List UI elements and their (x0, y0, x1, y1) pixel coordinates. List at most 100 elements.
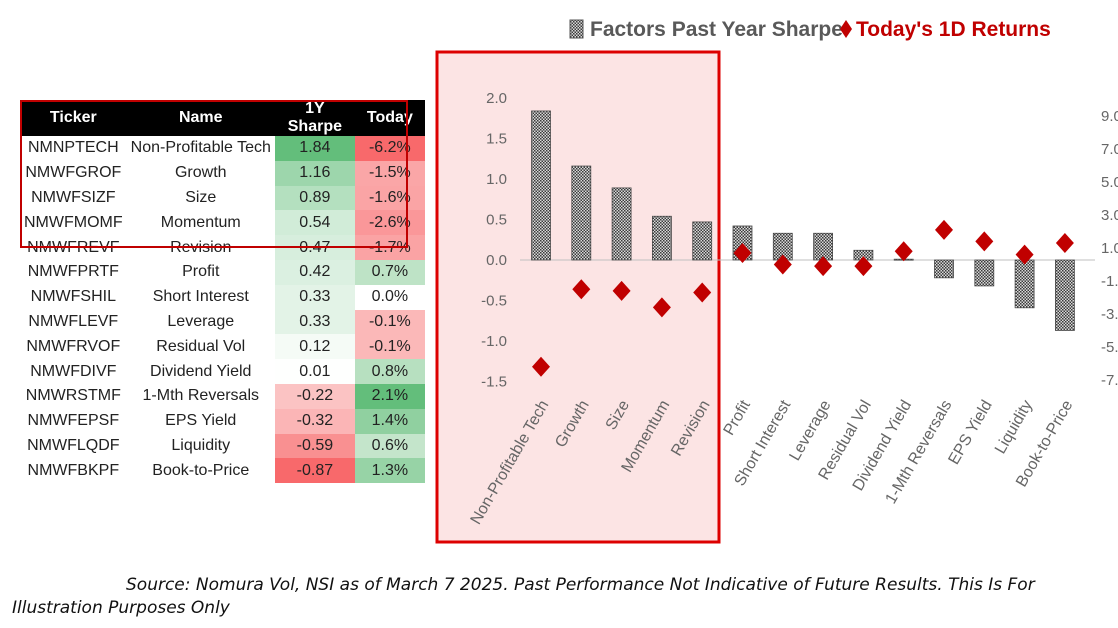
return-diamond (894, 241, 913, 262)
sharpe-bar (1014, 259, 1035, 309)
cell-ticker: NMWFDIVF (30, 362, 117, 380)
cell-ticker: NMWFSHIL (30, 288, 116, 306)
sharpe-bar (813, 232, 833, 261)
sharpe-bar (692, 221, 713, 261)
table-row: NMWFPRTF Profit 0.42 0.7% (20, 259, 425, 285)
table-row: NMNPTECH Non-Profitable Tech 1.84 -6.2% (20, 136, 425, 161)
sharpe-bars (531, 110, 1075, 331)
cell-sharpe: 0.01 (274, 359, 355, 384)
right-tick-label: 1.0 (1101, 240, 1118, 257)
cell-sharpe: 1.84 (274, 136, 355, 161)
return-diamond (975, 231, 994, 252)
cell-sharpe: -0.87 (274, 458, 355, 484)
cell-sharpe: -0.59 (274, 433, 355, 459)
return-diamond (773, 254, 792, 275)
cell-name: Residual Vol (156, 337, 246, 355)
right-tick-label: -5.0 (1101, 339, 1118, 356)
cell-name: Liquidity (171, 436, 231, 454)
table-row: NMWFGROF Growth 1.16 -1.5% (20, 160, 425, 186)
left-tick-label: -1.0 (481, 333, 507, 350)
table-body: NMNPTECH Non-Profitable Tech 1.84 -6.2% NMWF… (20, 136, 425, 484)
left-tick-label: -0.5 (481, 293, 507, 310)
right-tick-label: 7.0 (1101, 141, 1118, 158)
table-row: NMWRSTMF 1-Mth Reversals -0.22 2.1% (20, 383, 425, 409)
left-tick-label: 0.0 (486, 252, 507, 269)
table-row: NMWFEPSF EPS Yield -0.32 1.4% (20, 408, 425, 434)
table-header-row: Ticker Name 1Y Sharpe Today (20, 100, 425, 136)
return-diamond (1055, 233, 1074, 254)
right-tick-label: -3.0 (1101, 306, 1118, 323)
sharpe-bar (611, 187, 632, 261)
table-row: NMWFRVOF Residual Vol 0.12 -0.1% (20, 334, 425, 360)
cell-today: 1.4% (354, 408, 425, 434)
legend-diamond-icon (840, 20, 852, 38)
sharpe-bar (934, 259, 954, 279)
source-note-line1: Source: Nomura Vol, NSI as of March 7 20… (126, 575, 1035, 595)
cell-sharpe: 0.33 (274, 309, 355, 335)
cell-name: EPS Yield (165, 412, 237, 430)
header-sharpe: 1Y Sharpe (274, 100, 355, 136)
return-diamond (572, 279, 591, 300)
right-tick-label: 9.0 (1101, 108, 1118, 125)
category-label: Profit (721, 397, 755, 438)
table-row: NMWFLQDF Liquidity -0.59 0.6% (20, 433, 425, 459)
return-diamond (935, 219, 953, 240)
left-tick-label: 1.5 (486, 131, 507, 148)
table-row: NMWFBKPF Book-to-Price -0.87 1.3% (20, 458, 425, 484)
cell-sharpe: 0.89 (274, 185, 355, 211)
table-row: NMWFMOMF Momentum 0.54 -2.6% (20, 210, 425, 236)
cell-name: Momentum (160, 213, 241, 231)
cell-sharpe: 1.16 (274, 160, 355, 186)
cell-name: Size (185, 188, 217, 206)
cell-name: Growth (174, 164, 227, 182)
table-row: NMWFSHIL Short Interest 0.33 0.0% (20, 284, 425, 310)
cell-ticker: NMWFLEVF (28, 312, 119, 330)
highlight-region (435, 50, 721, 544)
left-axis: 2.0 1.5 1.0 0.5 0.0 -0.5 -1.0 -1.5 (481, 90, 507, 391)
left-tick-label: 1.0 (486, 171, 507, 188)
return-diamond (693, 282, 712, 303)
cell-ticker: NMWFRVOF (26, 337, 121, 355)
return-diamond (652, 297, 671, 318)
return-diamond (854, 256, 873, 277)
left-tick-label: -1.5 (481, 374, 507, 391)
table-row: NMWFSIZF Size 0.89 -1.6% (20, 185, 425, 211)
sharpe-bar (652, 215, 672, 261)
cell-sharpe: -0.32 (274, 408, 355, 434)
cell-sharpe: 0.54 (274, 210, 355, 236)
cell-today: -2.6% (354, 210, 425, 236)
sharpe-bar (974, 259, 995, 287)
category-label: Liquidity (992, 398, 1036, 457)
cell-sharpe: 0.12 (274, 334, 355, 360)
cell-ticker: NMNPTECH (27, 139, 119, 157)
cell-name: Book-to-Price (152, 461, 250, 479)
cell-today: 2.1% (354, 383, 425, 409)
cell-sharpe: 0.42 (274, 259, 355, 285)
cell-today: -6.2% (354, 136, 425, 161)
cell-today: -1.6% (354, 185, 425, 211)
source-note: Source: Nomura Vol, NSI as of March 7 20… (12, 574, 1118, 620)
cell-today: 0.6% (354, 433, 425, 459)
cell-today: -1.5% (354, 160, 425, 186)
cell-ticker: NMWFBKPF (27, 461, 120, 479)
cell-today: -0.1% (354, 334, 425, 360)
return-diamond (1015, 244, 1034, 265)
cell-ticker: NMWFLQDF (27, 436, 120, 454)
cell-name: Dividend Yield (150, 362, 252, 380)
return-diamond (532, 356, 550, 377)
sharpe-bar (1055, 259, 1075, 331)
cell-today: 0.0% (354, 284, 425, 310)
left-tick-label: 2.0 (486, 90, 507, 107)
cell-today: -0.1% (354, 309, 425, 335)
return-diamond (814, 256, 833, 277)
right-tick-label: 5.0 (1101, 174, 1118, 191)
header-name: Name (126, 100, 275, 136)
header-ticker: Ticker (20, 100, 127, 136)
cell-today: 1.3% (354, 458, 425, 484)
cell-ticker: NMWFMOMF (24, 213, 123, 231)
sharpe-bar (531, 110, 551, 261)
right-tick-label: -7.0 (1101, 372, 1118, 389)
cell-sharpe: -0.22 (274, 383, 355, 409)
cell-name: 1-Mth Reversals (142, 387, 259, 405)
